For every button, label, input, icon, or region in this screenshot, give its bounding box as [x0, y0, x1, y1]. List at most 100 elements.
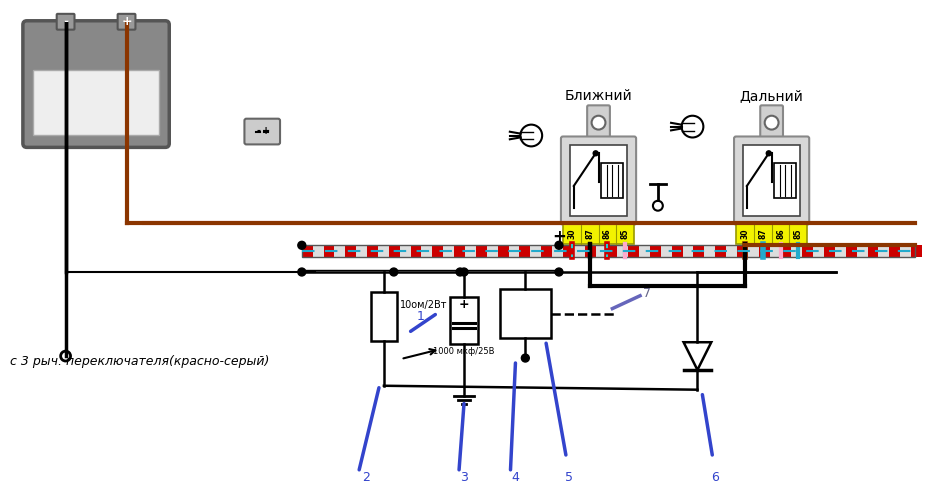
Bar: [400, 245, 411, 257]
Bar: [775, 163, 796, 198]
Bar: [791, 245, 803, 257]
Text: 87: 87: [585, 228, 594, 239]
Text: с 3 рыч. переключателя(красно-серый): с 3 рыч. переключателя(красно-серый): [10, 354, 270, 367]
Circle shape: [390, 268, 398, 276]
Circle shape: [298, 242, 306, 249]
Bar: [486, 245, 498, 257]
Circle shape: [593, 151, 598, 156]
Bar: [900, 245, 911, 257]
Bar: [476, 245, 486, 257]
Text: 10ом/2Вт: 10ом/2Вт: [400, 300, 447, 310]
Polygon shape: [684, 342, 711, 370]
Bar: [602, 163, 623, 198]
Bar: [618, 245, 628, 257]
Bar: [628, 245, 639, 257]
Bar: [715, 245, 726, 257]
Circle shape: [460, 268, 468, 276]
Bar: [563, 223, 634, 244]
Text: 6: 6: [711, 471, 719, 484]
Bar: [411, 245, 421, 257]
Text: 3: 3: [460, 471, 468, 484]
Text: 86: 86: [776, 228, 785, 239]
Bar: [421, 245, 432, 257]
Circle shape: [456, 268, 464, 276]
Circle shape: [298, 268, 306, 276]
Text: -: -: [257, 125, 260, 136]
Text: 1: 1: [417, 310, 424, 323]
Bar: [378, 245, 389, 257]
Bar: [530, 245, 541, 257]
Text: +: +: [458, 298, 470, 311]
Bar: [345, 245, 356, 257]
Bar: [879, 245, 889, 257]
Circle shape: [682, 116, 703, 138]
Circle shape: [521, 124, 542, 146]
Bar: [335, 245, 345, 257]
Bar: [371, 292, 397, 341]
Bar: [780, 245, 791, 257]
Text: 1000 мкф/25В: 1000 мкф/25В: [433, 347, 495, 356]
Bar: [570, 145, 627, 216]
Circle shape: [60, 351, 71, 361]
FancyBboxPatch shape: [57, 14, 74, 30]
Bar: [552, 245, 563, 257]
FancyBboxPatch shape: [245, 119, 280, 144]
Circle shape: [591, 116, 605, 130]
Text: 87: 87: [758, 228, 767, 239]
Bar: [302, 245, 915, 257]
Bar: [563, 245, 574, 257]
Circle shape: [653, 201, 663, 210]
Text: 5: 5: [565, 471, 573, 484]
Bar: [694, 245, 704, 257]
Bar: [737, 245, 748, 257]
Text: 7: 7: [643, 287, 651, 300]
Bar: [743, 145, 801, 216]
Bar: [911, 245, 922, 257]
Text: 4: 4: [512, 471, 519, 484]
Bar: [389, 245, 400, 257]
Text: 85: 85: [794, 228, 803, 239]
Text: Ближний: Ближний: [565, 89, 632, 103]
Text: 85: 85: [620, 228, 630, 239]
Bar: [748, 245, 759, 257]
Text: +: +: [121, 15, 132, 28]
Circle shape: [766, 151, 771, 156]
Bar: [683, 245, 694, 257]
Bar: [803, 245, 813, 257]
Circle shape: [555, 268, 563, 276]
Bar: [868, 245, 879, 257]
Bar: [889, 245, 900, 257]
Bar: [606, 245, 618, 257]
Bar: [661, 245, 671, 257]
Bar: [498, 245, 509, 257]
Bar: [454, 245, 465, 257]
Bar: [813, 245, 824, 257]
Bar: [639, 245, 650, 257]
Text: Дальний: Дальний: [739, 89, 804, 103]
Text: +: +: [262, 125, 271, 136]
FancyBboxPatch shape: [734, 137, 809, 225]
Bar: [835, 245, 845, 257]
Bar: [824, 245, 835, 257]
Text: 2: 2: [362, 471, 370, 484]
Bar: [444, 245, 454, 257]
Bar: [465, 245, 476, 257]
FancyBboxPatch shape: [117, 14, 136, 30]
FancyBboxPatch shape: [23, 21, 169, 147]
Bar: [367, 245, 378, 257]
Bar: [736, 223, 807, 244]
Bar: [574, 245, 585, 257]
Bar: [519, 245, 530, 257]
Bar: [312, 245, 324, 257]
Circle shape: [555, 242, 563, 249]
Text: 30: 30: [567, 228, 577, 239]
Bar: [650, 245, 661, 257]
Bar: [585, 245, 595, 257]
Bar: [356, 245, 367, 257]
FancyBboxPatch shape: [587, 105, 610, 140]
Bar: [759, 245, 770, 257]
Bar: [509, 245, 519, 257]
Text: -: -: [63, 15, 68, 28]
Bar: [845, 245, 857, 257]
Text: +: +: [552, 228, 565, 246]
